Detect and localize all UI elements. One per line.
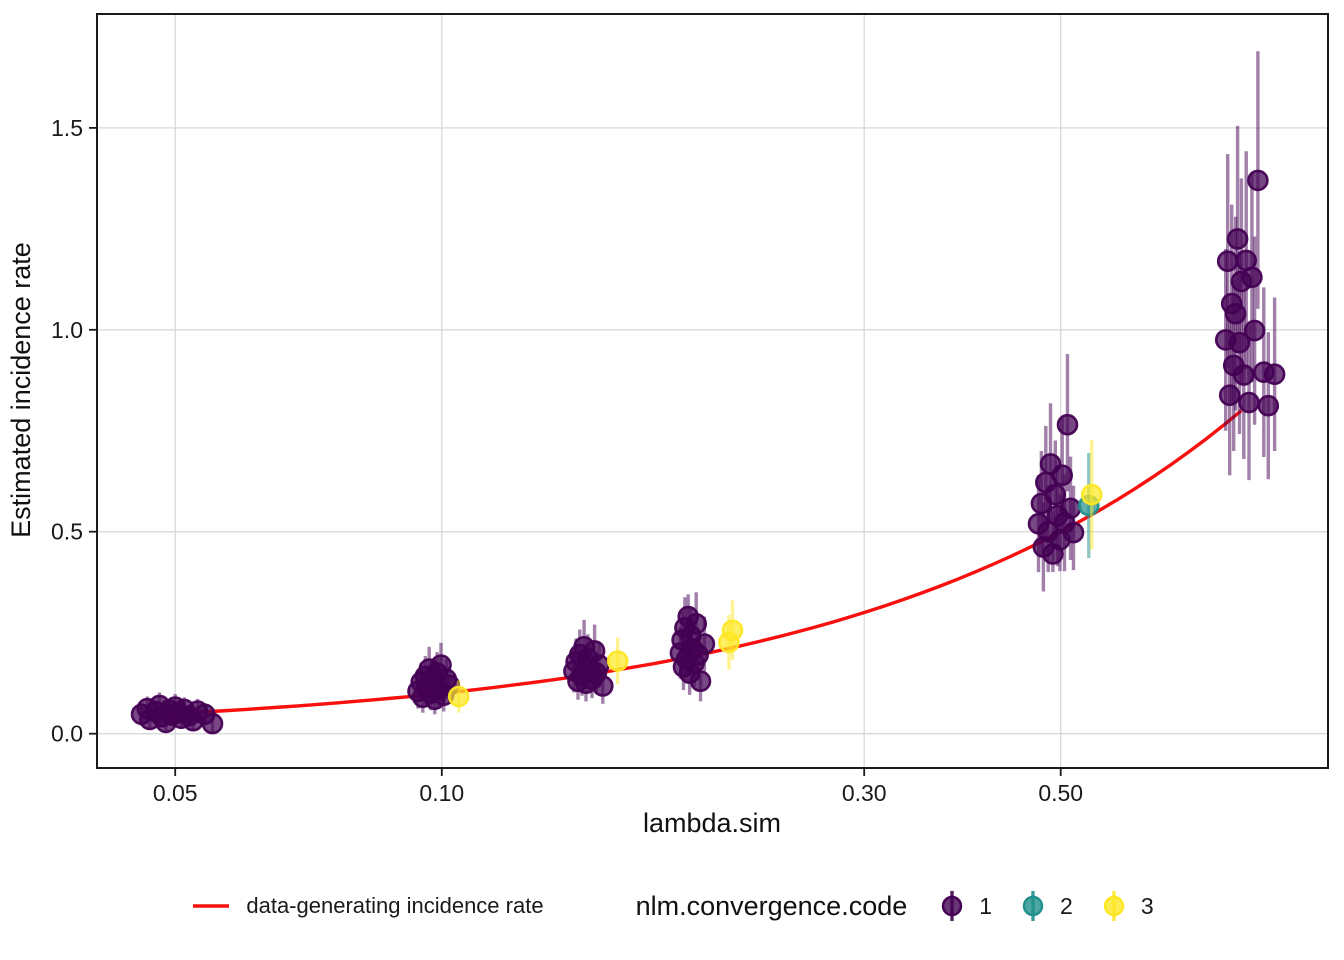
- data-point-code-3: [606, 650, 629, 672]
- x-tick-label: 0.10: [419, 780, 464, 806]
- pointrange-key-icon: [942, 891, 963, 921]
- data-generating-line: [175, 409, 1243, 716]
- data-point-code-1: [693, 633, 716, 655]
- data-point-code-1: [1226, 228, 1249, 250]
- legend-item-code-2: 2: [1022, 888, 1073, 924]
- pointrange-key-icon: [1103, 891, 1125, 921]
- legend-item-code-3: 3: [1103, 888, 1154, 924]
- data-point-code-1: [591, 675, 614, 697]
- red-line-label: data-generating incidence rate: [246, 893, 544, 918]
- data-point-code-1: [1263, 363, 1286, 386]
- data-point-code-1: [1243, 319, 1266, 342]
- data-point-code-1: [1056, 413, 1079, 436]
- x-tick-label: 0.30: [842, 780, 887, 806]
- panel-border: [96, 13, 1329, 769]
- legend-item-reference-line: data-generating incidence rate: [190, 893, 544, 919]
- x-axis-title: lambda.sim: [643, 808, 781, 838]
- red-line-key-icon: [193, 904, 230, 908]
- code-label: 2: [1060, 892, 1073, 919]
- data-point-code-1: [689, 670, 712, 693]
- y-tick-label: 0.0: [51, 721, 83, 747]
- data-point-code-1: [1059, 497, 1082, 520]
- x-tick-label: 0.50: [1038, 780, 1083, 806]
- data-point-code-3: [1080, 483, 1103, 506]
- data-point-code-3: [447, 685, 470, 708]
- y-axis-title: Estimated incidence rate: [6, 242, 36, 538]
- data-point-code-1: [1062, 521, 1085, 544]
- data-point-code-1: [1247, 169, 1269, 192]
- data-point-code-1: [201, 712, 224, 735]
- color-legend-items: 1 2 3: [941, 888, 1154, 924]
- legend-item-code-1: 1: [941, 888, 992, 924]
- code-label: 3: [1140, 892, 1154, 919]
- data-point-code-3: [721, 619, 744, 642]
- plot-panel: Estimated incidence rate lambda.sim 0.05…: [6, 13, 1329, 838]
- y-tick-label: 0.5: [51, 519, 83, 545]
- pointrange-key-icon: [1022, 891, 1044, 921]
- x-tick-label: 0.05: [153, 780, 198, 806]
- y-tick-label: 1.5: [51, 115, 83, 141]
- legend-row: data-generating incidence rate nlm.conve…: [0, 882, 1344, 930]
- y-tick-label: 1.0: [51, 317, 83, 343]
- data-point-code-1: [588, 654, 610, 676]
- color-legend-title: nlm.convergence.code: [635, 890, 908, 921]
- code-label: 1: [979, 892, 993, 919]
